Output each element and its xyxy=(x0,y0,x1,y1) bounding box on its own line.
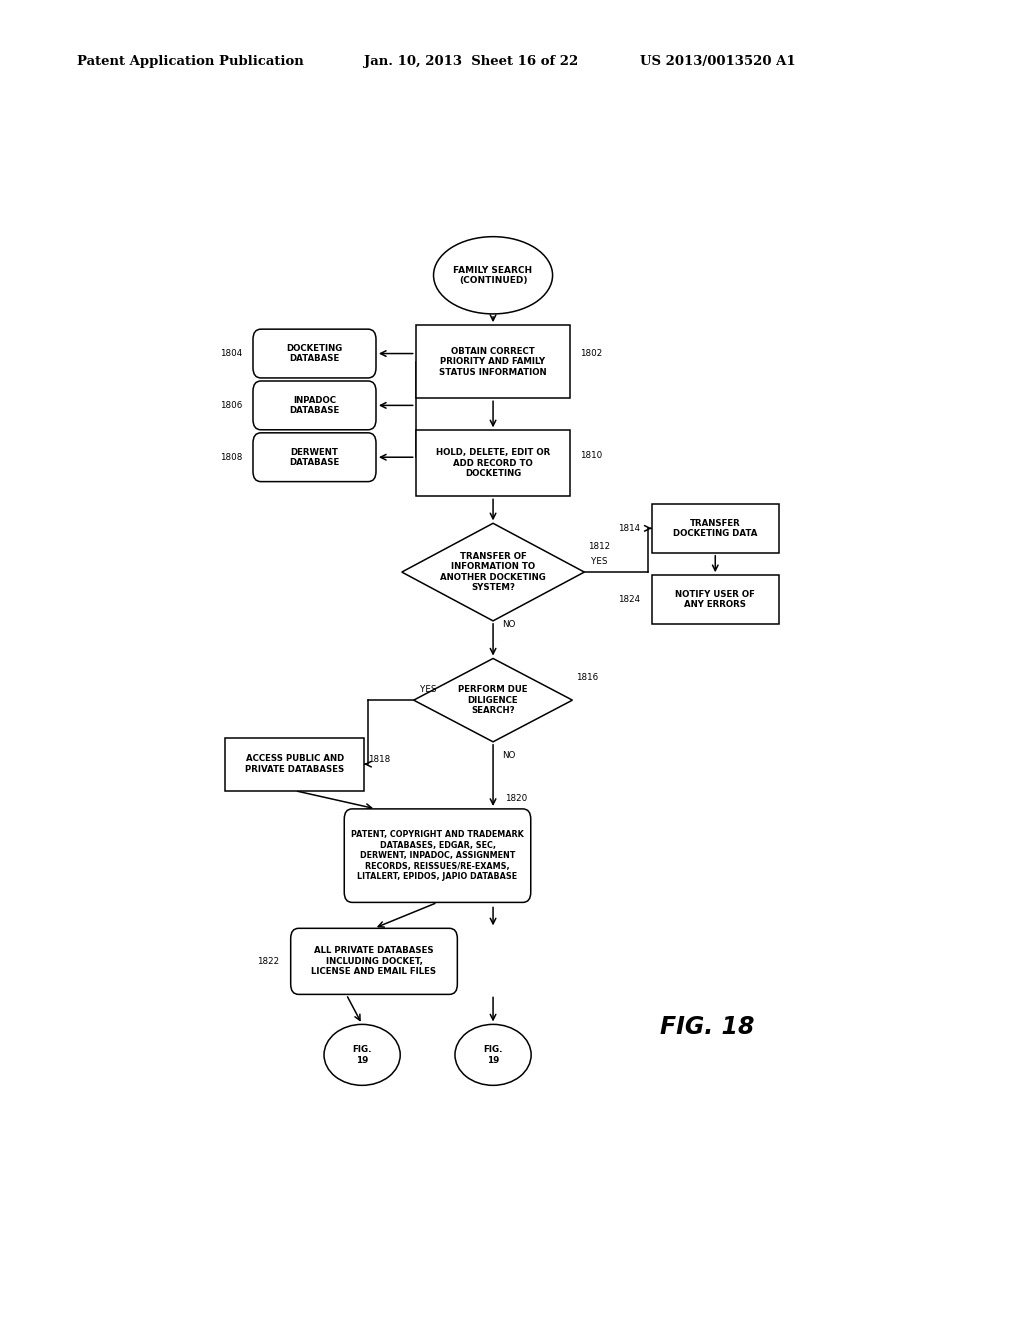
Bar xyxy=(652,504,779,553)
Text: DOCKETING
DATABASE: DOCKETING DATABASE xyxy=(287,343,343,363)
FancyBboxPatch shape xyxy=(253,329,376,378)
Text: INPADOC
DATABASE: INPADOC DATABASE xyxy=(290,396,340,414)
FancyBboxPatch shape xyxy=(253,381,376,430)
Text: 1816: 1816 xyxy=(577,673,598,682)
Text: 1818: 1818 xyxy=(368,755,390,763)
Bar xyxy=(652,576,779,624)
Ellipse shape xyxy=(324,1024,400,1085)
Text: TRANSFER
DOCKETING DATA: TRANSFER DOCKETING DATA xyxy=(673,519,758,539)
Text: 1806: 1806 xyxy=(220,401,242,411)
Text: Patent Application Publication: Patent Application Publication xyxy=(77,55,303,69)
Ellipse shape xyxy=(455,1024,531,1085)
Text: FAMILY SEARCH
(CONTINUED): FAMILY SEARCH (CONTINUED) xyxy=(454,265,532,285)
Text: FIG. 18: FIG. 18 xyxy=(660,1015,755,1039)
FancyBboxPatch shape xyxy=(291,928,458,994)
FancyBboxPatch shape xyxy=(253,433,376,482)
Text: HOLD, DELETE, EDIT OR
ADD RECORD TO
DOCKETING: HOLD, DELETE, EDIT OR ADD RECORD TO DOCK… xyxy=(436,449,550,478)
Text: TRANSFER OF
INFORMATION TO
ANOTHER DOCKETING
SYSTEM?: TRANSFER OF INFORMATION TO ANOTHER DOCKE… xyxy=(440,552,546,593)
Text: OBTAIN CORRECT
PRIORITY AND FAMILY
STATUS INFORMATION: OBTAIN CORRECT PRIORITY AND FAMILY STATU… xyxy=(439,347,547,376)
Text: 1814: 1814 xyxy=(618,524,641,533)
Text: 1804: 1804 xyxy=(220,348,242,358)
Text: YES: YES xyxy=(420,685,436,694)
Text: PATENT, COPYRIGHT AND TRADEMARK
DATABASES, EDGAR, SEC,
DERWENT, INPADOC, ASSIGNM: PATENT, COPYRIGHT AND TRADEMARK DATABASE… xyxy=(351,830,524,880)
Text: 1822: 1822 xyxy=(257,957,280,966)
Bar xyxy=(416,325,570,399)
Text: 1802: 1802 xyxy=(580,348,602,358)
Ellipse shape xyxy=(433,236,553,314)
FancyBboxPatch shape xyxy=(344,809,530,903)
Text: Jan. 10, 2013  Sheet 16 of 22: Jan. 10, 2013 Sheet 16 of 22 xyxy=(364,55,578,69)
Bar xyxy=(225,738,365,791)
Text: FIG.
19: FIG. 19 xyxy=(352,1045,372,1064)
Text: FIG.
19: FIG. 19 xyxy=(483,1045,503,1064)
Text: DERWENT
DATABASE: DERWENT DATABASE xyxy=(290,447,340,467)
Text: US 2013/0013520 A1: US 2013/0013520 A1 xyxy=(640,55,796,69)
Text: 1812: 1812 xyxy=(588,543,610,552)
Text: YES: YES xyxy=(591,557,607,566)
Polygon shape xyxy=(414,659,572,742)
Text: ALL PRIVATE DATABASES
INCLUDING DOCKET,
LICENSE AND EMAIL FILES: ALL PRIVATE DATABASES INCLUDING DOCKET, … xyxy=(311,946,436,977)
Text: NO: NO xyxy=(503,620,516,630)
Text: 1824: 1824 xyxy=(618,595,641,605)
Text: 1820: 1820 xyxy=(505,795,526,804)
Text: 1808: 1808 xyxy=(220,453,242,462)
Text: NO: NO xyxy=(503,751,516,760)
Bar xyxy=(416,430,570,496)
Text: NOTIFY USER OF
ANY ERRORS: NOTIFY USER OF ANY ERRORS xyxy=(675,590,756,610)
Text: PERFORM DUE
DILIGENCE
SEARCH?: PERFORM DUE DILIGENCE SEARCH? xyxy=(459,685,527,715)
Text: 1810: 1810 xyxy=(580,450,602,459)
Polygon shape xyxy=(401,523,585,620)
Text: ACCESS PUBLIC AND
PRIVATE DATABASES: ACCESS PUBLIC AND PRIVATE DATABASES xyxy=(245,755,344,774)
